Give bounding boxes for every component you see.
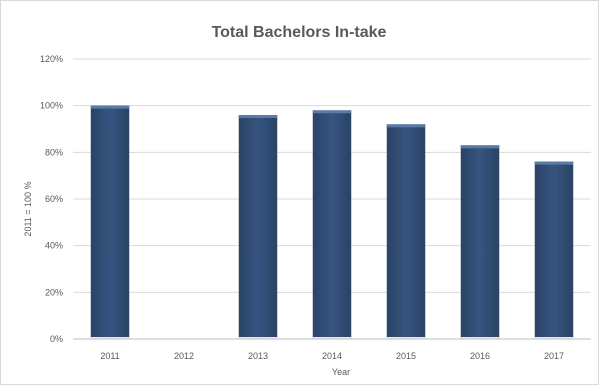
x-axis-title: Year	[332, 367, 350, 377]
bar-2011	[90, 105, 130, 340]
y-tick-label: 80%	[45, 147, 63, 157]
x-tick-label: 2011	[100, 351, 119, 361]
bars	[90, 105, 574, 340]
bar-base-2017	[534, 337, 574, 339]
x-tick-label: 2014	[322, 351, 342, 361]
x-tick-label: 2015	[396, 351, 416, 361]
bar-base-2015	[386, 337, 426, 339]
bar-base-2014	[312, 337, 352, 339]
y-tick-label: 100%	[40, 101, 63, 111]
bar-2017	[534, 161, 574, 339]
x-tick-label: 2016	[470, 351, 490, 361]
bar-2016	[460, 145, 500, 339]
bar-top-2011	[90, 105, 130, 109]
y-tick-label: 120%	[40, 54, 63, 64]
y-tick-label: 40%	[45, 241, 63, 251]
bar-2015	[386, 124, 426, 339]
bar-2014	[312, 110, 352, 339]
bar-top-2015	[386, 124, 426, 128]
bar-top-2016	[460, 145, 500, 149]
y-axis-ticks: 0% 20% 40% 60% 80% 100% 120%	[40, 54, 63, 344]
bar-base-2013	[238, 337, 278, 339]
bar-top-2014	[312, 110, 352, 114]
x-tick-label: 2017	[544, 351, 564, 361]
bar-top-2013	[238, 115, 278, 118]
y-tick-label: 60%	[45, 194, 63, 204]
y-tick-label: 0%	[50, 334, 63, 344]
x-axis-ticks: 2011 2012 2013 2014 2015 2016 2017	[100, 351, 564, 361]
x-tick-label: 2013	[248, 351, 268, 361]
bar-base-2011	[90, 337, 130, 339]
bar-base-2016	[460, 337, 500, 339]
y-tick-label: 20%	[45, 287, 63, 297]
bar-2013	[238, 115, 278, 339]
y-axis-title: 2011 = 100 %	[23, 181, 33, 236]
x-tick-label: 2012	[174, 351, 194, 361]
chart-title: Total Bachelors In-take	[212, 24, 387, 41]
bar-top-2017	[534, 161, 574, 165]
